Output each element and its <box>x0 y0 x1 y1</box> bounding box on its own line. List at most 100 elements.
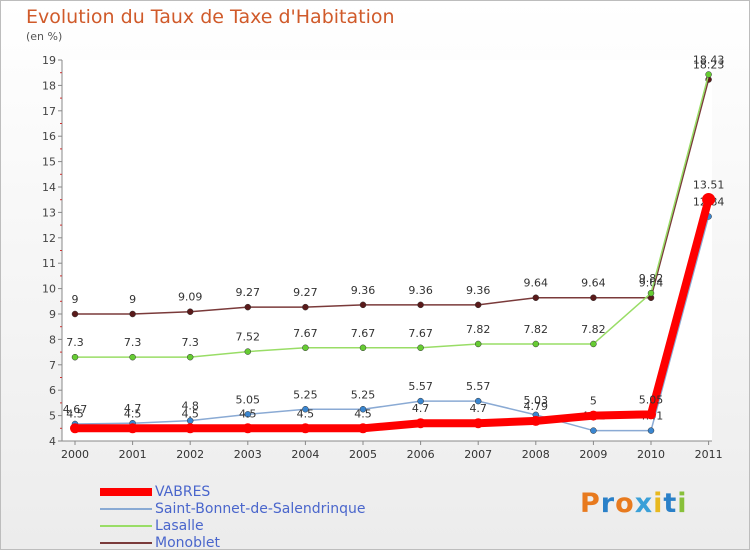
data-label: 5.05 <box>236 393 261 406</box>
x-tick-label: 2000 <box>61 448 89 461</box>
series-line <box>74 73 710 358</box>
data-label: 5.57 <box>466 380 491 393</box>
unit-label: (en %) <box>26 30 63 43</box>
data-label: 9.36 <box>351 284 376 297</box>
data-point <box>647 289 655 297</box>
data-point <box>473 418 484 429</box>
x-tick-label: 2007 <box>464 448 492 461</box>
y-tick-label: 12 <box>42 232 56 245</box>
series-line <box>74 215 710 432</box>
data-point <box>417 344 424 352</box>
data-label: 4.5 <box>297 407 315 420</box>
y-tick-label: 17 <box>42 105 56 118</box>
data-point <box>186 308 194 315</box>
proxiti-logo: Proxiti <box>580 488 688 519</box>
series-line <box>74 78 710 315</box>
data-label: 4.79 <box>524 400 549 413</box>
data-point <box>129 353 136 361</box>
legend-label: Monoblet <box>155 535 220 551</box>
y-tick-label: 8 <box>49 333 56 346</box>
data-point <box>646 409 656 420</box>
data-point <box>70 423 80 434</box>
data-label: 4.5 <box>124 407 142 420</box>
x-tick-label: 2001 <box>119 448 147 461</box>
data-label: 18.43 <box>693 53 725 66</box>
data-point <box>242 423 253 434</box>
data-label: 7.82 <box>524 323 549 336</box>
data-label: 9.09 <box>178 291 203 304</box>
data-label: 5.25 <box>293 388 318 401</box>
legend-label: Saint-Bonnet-de-Salendrinque <box>155 501 366 517</box>
legend-swatch <box>100 488 152 496</box>
data-point <box>474 397 482 405</box>
data-point <box>71 353 79 361</box>
x-tick-label: 2005 <box>349 448 377 461</box>
data-label: 18.23 <box>693 59 725 72</box>
x-tick-label: 2009 <box>579 448 607 461</box>
data-point <box>530 415 541 426</box>
data-point <box>590 340 597 348</box>
data-point <box>244 303 252 311</box>
y-tick-label: 15 <box>42 156 56 169</box>
data-label: 4.7 <box>124 402 142 415</box>
data-point <box>702 192 716 206</box>
y-tick-label: 10 <box>42 283 56 296</box>
legend-swatch <box>100 542 152 544</box>
data-label: 4.5 <box>181 407 199 420</box>
data-point <box>474 340 482 348</box>
data-label: 7.67 <box>293 327 318 340</box>
data-label: 7.3 <box>66 336 84 349</box>
data-point <box>474 301 482 309</box>
y-tick-label: 19 <box>42 54 56 67</box>
logo-letter: P <box>580 488 601 519</box>
data-point <box>244 411 252 418</box>
data-point <box>588 410 599 421</box>
data-point <box>185 423 196 434</box>
data-point <box>417 397 424 405</box>
x-tick-label: 2004 <box>291 448 319 461</box>
plot-area <box>62 60 712 441</box>
data-label: 5.25 <box>351 388 376 401</box>
data-label: 4.5 <box>239 407 257 420</box>
legend-swatch <box>100 525 152 527</box>
data-label: 5.03 <box>524 394 549 407</box>
data-label: 9.36 <box>466 284 491 297</box>
x-tick-label: 2006 <box>407 448 435 461</box>
data-label: 9.36 <box>408 284 433 297</box>
data-label: 9.27 <box>293 286 318 299</box>
series-line <box>71 195 713 433</box>
logo-letter: r <box>600 488 616 519</box>
data-label: 9.64 <box>524 277 549 290</box>
data-label: 9.82 <box>639 272 664 285</box>
data-label: 9 <box>129 293 136 306</box>
legend-swatch <box>100 508 152 510</box>
y-tick-label: 14 <box>42 181 56 194</box>
data-point <box>532 294 540 301</box>
x-tick-label: 2002 <box>176 448 204 461</box>
x-tick-label: 2008 <box>522 448 550 461</box>
y-tick-label: 11 <box>42 257 56 270</box>
data-point <box>302 406 309 413</box>
y-tick-label: 18 <box>42 79 56 92</box>
logo-letter: o <box>615 488 635 519</box>
data-point <box>127 423 138 434</box>
y-tick-label: 5 <box>49 410 56 423</box>
legend-label: Lasalle <box>155 518 204 534</box>
logo-letter: i <box>677 488 688 519</box>
data-label: 4.5 <box>354 407 372 420</box>
data-label: 7.82 <box>466 323 491 336</box>
y-tick-label: 9 <box>49 308 56 321</box>
data-point <box>590 427 597 434</box>
logo-letter: x <box>634 488 654 519</box>
data-label: 5 <box>590 395 597 408</box>
data-label: 7.82 <box>581 323 606 336</box>
logo-letter: i <box>653 488 664 519</box>
logo-letter: t <box>663 488 678 519</box>
data-label: 5.57 <box>408 380 433 393</box>
data-point <box>590 294 597 301</box>
legend-label: VABRES <box>155 484 211 500</box>
data-label: 9 <box>72 293 79 306</box>
data-label: 7.52 <box>236 331 261 344</box>
data-point <box>302 344 309 352</box>
